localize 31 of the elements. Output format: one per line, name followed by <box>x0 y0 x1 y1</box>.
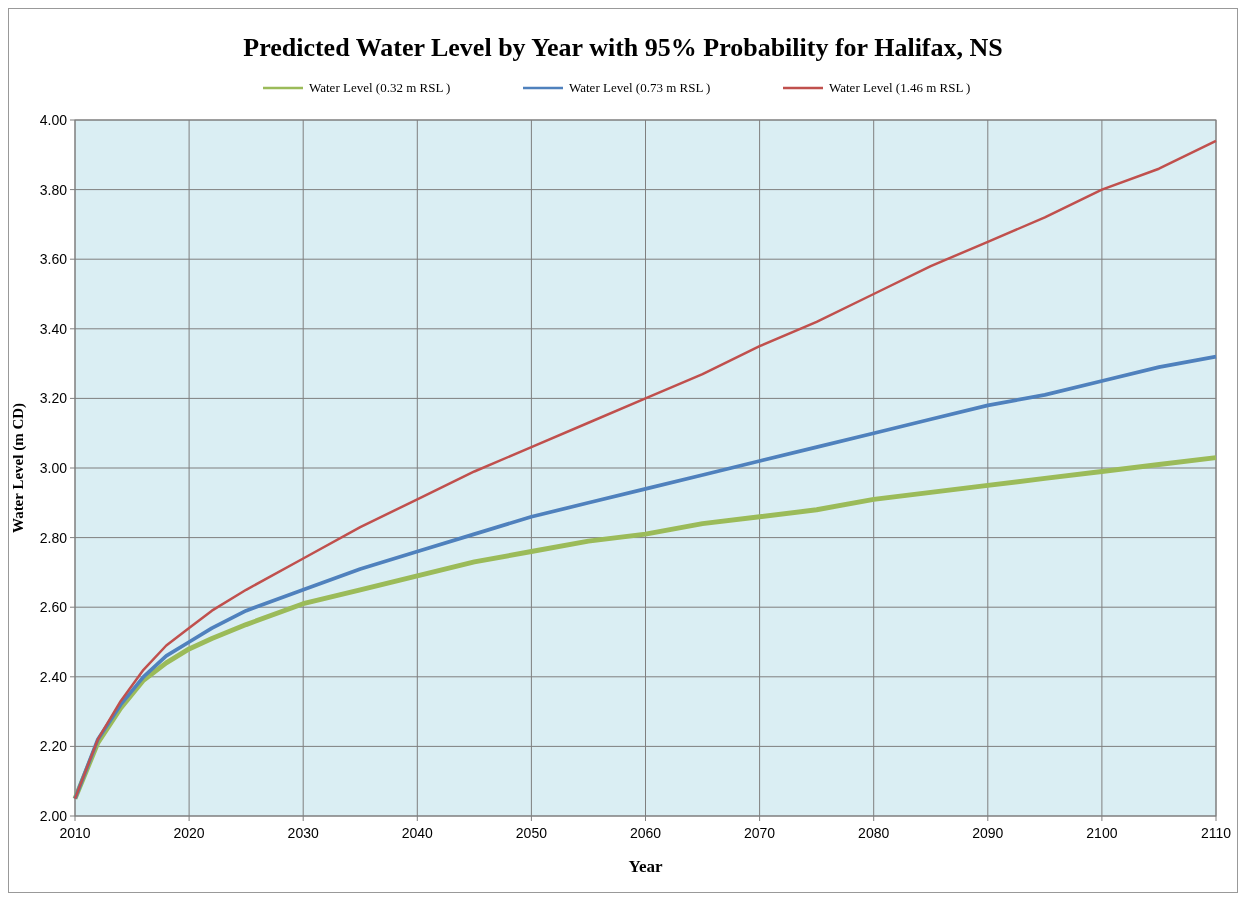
x-tick-label: 2040 <box>401 825 434 841</box>
x-tick-label: 2070 <box>744 825 776 841</box>
x-axis-title: Year <box>628 857 663 876</box>
x-tick-label: 2030 <box>287 825 319 841</box>
x-tick-label: 2050 <box>515 825 548 841</box>
x-tick-label: 2060 <box>629 825 662 841</box>
line-series <box>72 455 1219 802</box>
legend-label: Water Level (0.32 m RSL ) <box>309 80 451 95</box>
line-series <box>73 139 1218 800</box>
y-tick-label: 3.40 <box>39 320 68 337</box>
y-tick-label: 3.60 <box>39 251 68 268</box>
legend-label: Water Level (0.73 m RSL ) <box>569 80 711 95</box>
y-tick-label: 3.20 <box>39 390 68 407</box>
x-tick-label: 2080 <box>858 825 890 841</box>
x-tick-label: 2010 <box>59 825 91 841</box>
y-tick-label: 2.60 <box>39 599 68 616</box>
y-tick-label: 2.80 <box>39 529 68 546</box>
y-tick-label: 2.20 <box>39 738 68 755</box>
x-tick-label: 2090 <box>972 825 1004 841</box>
x-tick-label: 2110 <box>1200 825 1232 841</box>
y-tick-label: 2.40 <box>39 668 68 685</box>
y-tick-label: 3.00 <box>39 460 68 476</box>
legend-label: Water Level (1.46 m RSL ) <box>829 80 971 95</box>
y-tick-label: 2.00 <box>39 808 68 824</box>
x-tick-label: 2020 <box>173 825 205 841</box>
chart-title: Predicted Water Level by Year with 95% Probability for Halifax, NS <box>243 33 1003 62</box>
line-series <box>73 354 1218 801</box>
x-tick-label: 2100 <box>1086 825 1118 841</box>
y-tick-label: 4.00 <box>39 112 68 128</box>
y-tick-label: 3.80 <box>39 181 68 198</box>
y-axis-title: Water Level (m CD) <box>10 402 27 534</box>
